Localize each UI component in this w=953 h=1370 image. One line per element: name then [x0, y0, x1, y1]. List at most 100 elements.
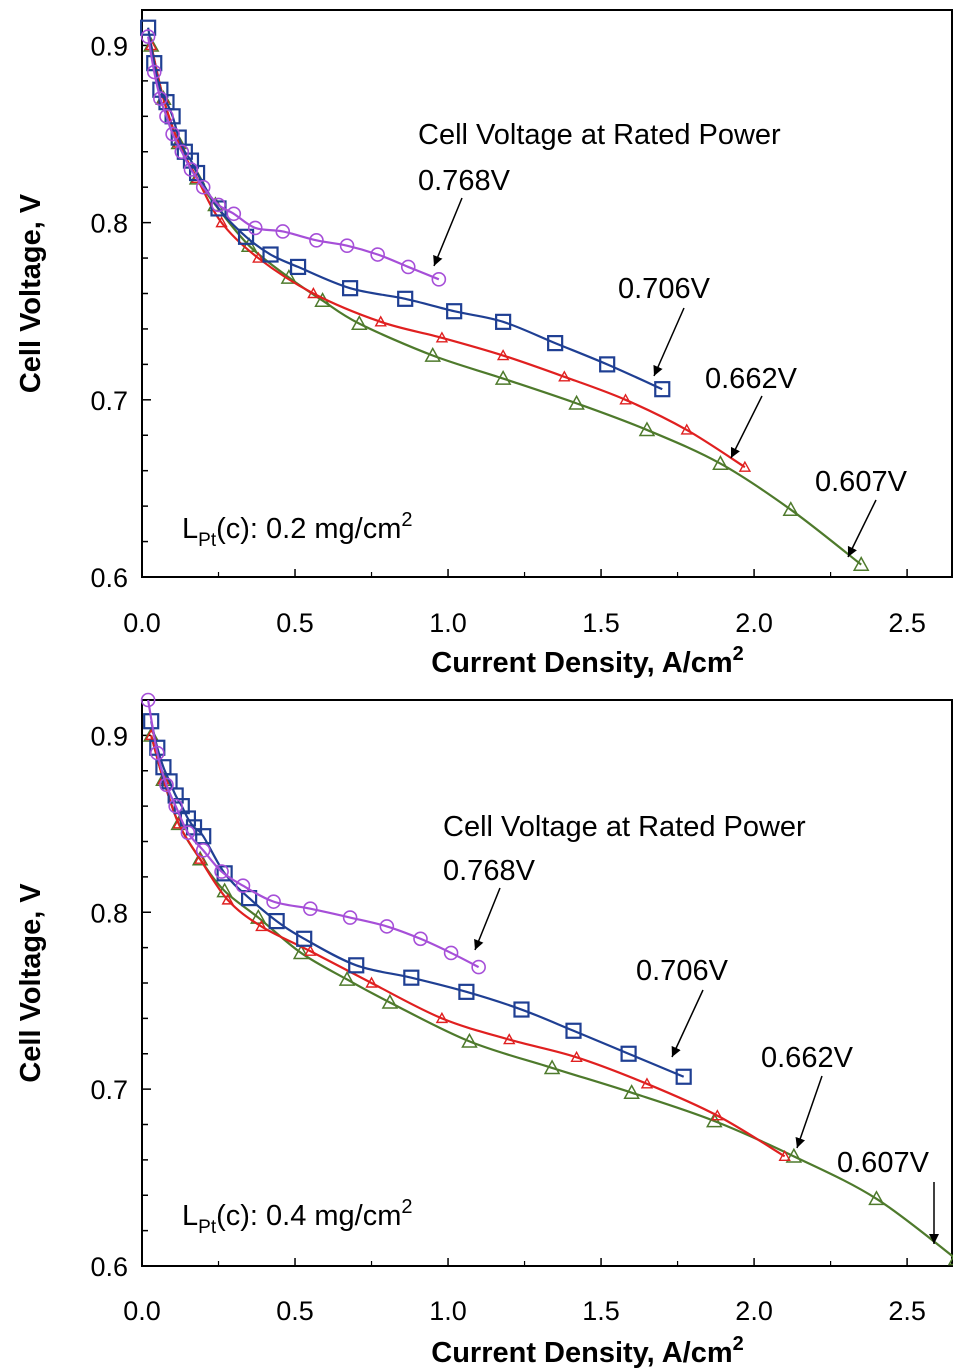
data-point-purple [413, 931, 428, 947]
data-point-green [250, 909, 267, 924]
data-point-purple [153, 91, 168, 106]
data-point-purple [146, 64, 162, 80]
data-point-red [640, 1077, 654, 1089]
data-point-green [852, 556, 870, 571]
data-point-blue [296, 930, 313, 947]
data-point-red [374, 315, 387, 327]
y-axis-title: Cell Voltage, V [15, 193, 47, 393]
data-point-red [435, 1011, 449, 1024]
data-point-red [215, 216, 228, 228]
data-point-blue [268, 912, 285, 930]
y-tick-label: 0.7 [90, 386, 128, 416]
data-point-red [221, 893, 234, 905]
data-point-red [255, 919, 268, 932]
pt-loading-label: LPt(c): 0.4 mg/cm2 [182, 1196, 413, 1238]
data-point-blue [675, 1068, 692, 1085]
pt-loading-rest: (c): 0.2 mg/cm [216, 513, 401, 545]
series-purple [140, 29, 447, 287]
data-point-red [711, 1109, 724, 1121]
data-point-red [193, 852, 207, 864]
data-point-purple [159, 109, 174, 124]
y-tick-label: 0.6 [90, 563, 128, 593]
data-point-green [381, 993, 399, 1009]
pt-loading-sub: Pt [198, 1217, 217, 1238]
chart-top: 0.6 0.7 0.8 0.9 0.0 0.5 1.0 1.5 2.0 2.5 Current De… [15, 9, 953, 679]
pt-loading-rest: (c): 0.4 mg/cm [216, 1200, 401, 1232]
x-tick-label: 0.5 [276, 608, 314, 638]
data-point-green [712, 455, 729, 470]
annotation-title: Cell Voltage at Rated Power [443, 811, 806, 843]
pt-loading-sub: Pt [198, 530, 217, 551]
data-point-green [543, 1059, 561, 1075]
rated-voltage-arrow [847, 499, 877, 558]
series-purple [140, 692, 486, 975]
x-tick-label: 2.0 [735, 608, 773, 638]
plot-frame [141, 699, 953, 1267]
x-axis-title: Current Density, A/cm2 [431, 643, 743, 679]
rated-voltage-arrow [795, 1075, 823, 1149]
x-axis-title: Current Density, A/cm2 [431, 1333, 743, 1369]
data-point-purple [174, 144, 190, 160]
data-point-purple [303, 901, 318, 917]
x-tick-label: 1.0 [429, 1296, 467, 1326]
data-point-blue [495, 313, 512, 330]
data-point-red [496, 349, 510, 361]
series-blue [140, 19, 671, 398]
data-point-green [568, 394, 585, 410]
rated-voltage-arrow [433, 197, 463, 267]
data-point-purple [150, 745, 165, 761]
series-line-red [150, 45, 746, 469]
y-tick-label: 0.9 [90, 31, 128, 61]
pt-loading-label: LPt(c): 0.2 mg/cm2 [182, 509, 413, 551]
data-point-green [494, 370, 512, 385]
rated-voltage-arrow [671, 989, 704, 1058]
series-red [144, 38, 752, 472]
data-point-blue [547, 335, 564, 352]
data-point-purple [431, 272, 447, 287]
data-point-purple [211, 197, 226, 213]
data-point-green [868, 1190, 885, 1206]
data-point-purple [443, 945, 459, 961]
data-point-blue [513, 1001, 530, 1018]
chart-bottom: 0.6 0.7 0.8 0.9 0.0 0.5 1.0 1.5 2.0 2.5 Current De… [15, 692, 953, 1369]
data-point-blue [348, 957, 365, 974]
data-point-purple [168, 798, 183, 814]
data-point-blue [654, 381, 671, 398]
x-tick-label: 1.5 [582, 608, 620, 638]
data-point-purple [379, 919, 395, 934]
data-point-purple [195, 179, 211, 195]
rated-voltage-arrow [653, 307, 685, 377]
data-point-red [252, 251, 265, 263]
rated-voltage-label: 0.706V [618, 273, 711, 305]
rated-voltage-label: 0.607V [815, 466, 908, 498]
series-line-blue [150, 720, 685, 1078]
data-point-purple [140, 29, 156, 44]
x-tick-label: 2.0 [735, 1296, 773, 1326]
data-point-red [570, 1050, 583, 1062]
data-point-green [191, 850, 209, 866]
x-tick-label: 1.0 [429, 608, 467, 638]
data-point-blue [565, 1022, 582, 1039]
data-point-purple [309, 233, 324, 248]
series-line-red [150, 735, 786, 1158]
rated-voltage-label: 0.662V [761, 1042, 854, 1074]
y-tick-label: 0.6 [90, 1252, 128, 1282]
data-point-green [424, 346, 442, 362]
data-point-purple [342, 910, 358, 925]
x-axis-title-sup: 2 [733, 1333, 744, 1355]
data-point-blue [446, 303, 463, 320]
data-point-purple [165, 126, 180, 142]
data-point-purple [275, 224, 291, 239]
data-point-red [619, 393, 632, 405]
data-point-purple [266, 894, 281, 909]
x-tick-label: 0.5 [276, 1296, 314, 1326]
x-tick-label: 0.0 [123, 608, 161, 638]
data-point-purple [183, 162, 199, 177]
data-point-green [785, 1147, 803, 1163]
rated-voltage-arrow [730, 395, 763, 459]
data-point-blue [620, 1045, 637, 1062]
data-point-blue [237, 228, 255, 245]
data-point-green [461, 1032, 478, 1048]
data-point-purple [226, 206, 242, 222]
data-point-green [351, 315, 368, 330]
